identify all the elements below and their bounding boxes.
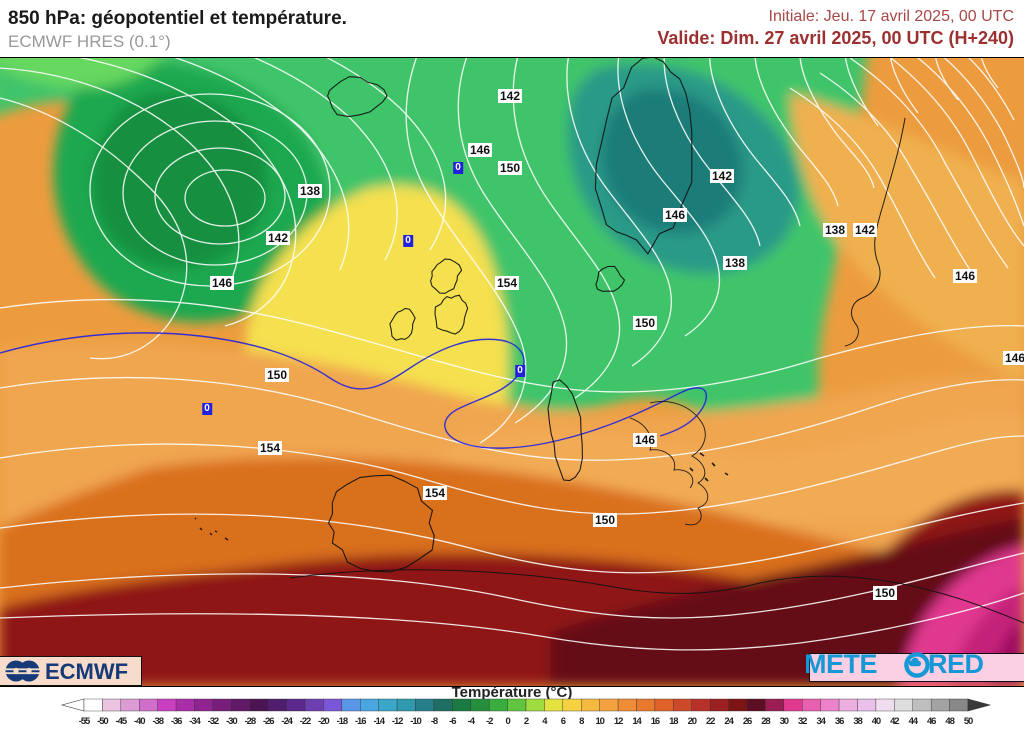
svg-text:ECMWF: ECMWF — [45, 659, 128, 684]
svg-text:26: 26 — [743, 716, 752, 727]
svg-text:-32: -32 — [208, 716, 219, 727]
svg-text:28: 28 — [761, 716, 770, 727]
svg-text:-22: -22 — [300, 716, 311, 727]
svg-text:-34: -34 — [189, 716, 201, 727]
svg-text:30: 30 — [780, 716, 789, 727]
svg-text:18: 18 — [669, 716, 678, 727]
svg-text:44: 44 — [909, 716, 919, 727]
svg-text:4: 4 — [542, 716, 548, 727]
svg-text:-18: -18 — [337, 716, 348, 727]
svg-text:34: 34 — [817, 716, 827, 727]
svg-text:32: 32 — [798, 716, 807, 727]
svg-text:38: 38 — [853, 716, 862, 727]
svg-text:-38: -38 — [152, 716, 163, 727]
svg-text:42: 42 — [890, 716, 899, 727]
svg-text:24: 24 — [724, 716, 734, 727]
svg-text:50: 50 — [964, 716, 973, 727]
svg-text:-26: -26 — [263, 716, 274, 727]
svg-text:-20: -20 — [318, 716, 329, 727]
svg-text:20: 20 — [688, 716, 697, 727]
svg-text:-12: -12 — [392, 716, 403, 727]
svg-text:-50: -50 — [97, 716, 108, 727]
svg-text:-10: -10 — [410, 716, 421, 727]
svg-text:RED: RED — [928, 652, 984, 679]
svg-text:-4: -4 — [468, 716, 476, 727]
svg-text:-28: -28 — [245, 716, 256, 727]
svg-text:-30: -30 — [226, 716, 237, 727]
svg-text:-24: -24 — [281, 716, 293, 727]
svg-text:-8: -8 — [431, 716, 438, 727]
svg-text:-36: -36 — [171, 716, 182, 727]
svg-text:22: 22 — [706, 716, 715, 727]
svg-text:12: 12 — [614, 716, 623, 727]
svg-text:40: 40 — [872, 716, 881, 727]
svg-text:-55: -55 — [79, 716, 91, 727]
svg-text:14: 14 — [632, 716, 642, 727]
svg-text:16: 16 — [651, 716, 660, 727]
svg-text:-2: -2 — [486, 716, 493, 727]
svg-text:-45: -45 — [116, 716, 128, 727]
svg-text:6: 6 — [561, 716, 566, 727]
svg-text:-6: -6 — [449, 716, 456, 727]
svg-text:METE: METE — [806, 652, 877, 679]
svg-text:46: 46 — [927, 716, 936, 727]
svg-text:10: 10 — [596, 716, 605, 727]
svg-text:2: 2 — [524, 716, 529, 727]
svg-text:-14: -14 — [373, 716, 385, 727]
svg-text:36: 36 — [835, 716, 844, 727]
svg-text:-40: -40 — [134, 716, 145, 727]
svg-text:48: 48 — [945, 716, 954, 727]
svg-text:0: 0 — [506, 716, 511, 727]
svg-text:8: 8 — [579, 716, 584, 727]
svg-text:-16: -16 — [355, 716, 366, 727]
